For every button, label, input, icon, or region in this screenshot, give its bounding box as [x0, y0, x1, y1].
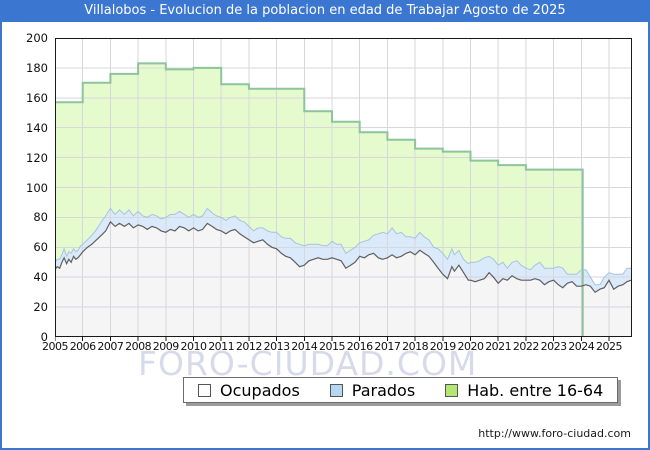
- chart-legend: Ocupados Parados Hab. entre 16-64: [183, 377, 618, 403]
- y-tick-label: 80: [8, 210, 48, 224]
- y-tick-label: 120: [8, 151, 48, 165]
- legend-label-parados: Parados: [352, 381, 415, 400]
- y-tick-label: 40: [8, 270, 48, 284]
- chart-plot-area: [55, 38, 632, 342]
- x-tick-label: 2025: [593, 340, 625, 353]
- ocupados-swatch-icon: [198, 384, 211, 397]
- y-tick-label: 100: [8, 181, 48, 195]
- foro-ciudad-url[interactable]: http://www.foro-ciudad.com: [478, 427, 631, 440]
- y-tick-label: 140: [8, 121, 48, 135]
- legend-label-hab: Hab. entre 16-64: [467, 381, 603, 400]
- parados-swatch-icon: [330, 384, 343, 397]
- chart-title-bar: Villalobos - Evolucion de la poblacion e…: [0, 0, 650, 22]
- y-tick-label: 20: [8, 300, 48, 314]
- legend-item-hab: Hab. entre 16-64: [445, 381, 603, 400]
- y-tick-label: 180: [8, 61, 48, 75]
- y-tick-label: 60: [8, 240, 48, 254]
- y-tick-label: 160: [8, 91, 48, 105]
- y-tick-label: 200: [8, 31, 48, 45]
- legend-item-parados: Parados: [330, 381, 415, 400]
- chart-title: Villalobos - Evolucion de la poblacion e…: [84, 3, 565, 18]
- chart-window: Villalobos - Evolucion de la poblacion e…: [0, 0, 650, 450]
- legend-label-ocupados: Ocupados: [220, 381, 300, 400]
- legend-item-ocupados: Ocupados: [198, 381, 300, 400]
- hab-swatch-icon: [445, 384, 458, 397]
